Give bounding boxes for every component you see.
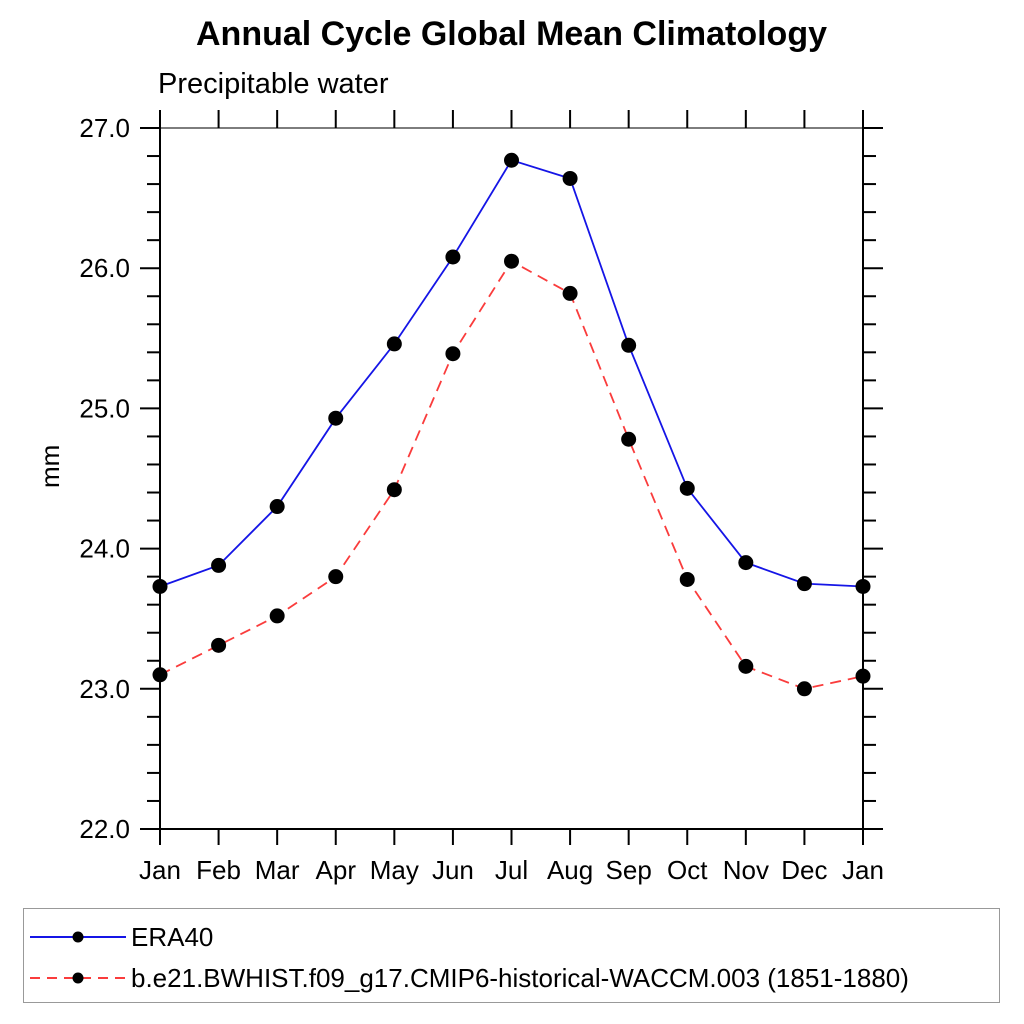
data-point-marker	[269, 499, 285, 515]
data-point-marker	[445, 249, 461, 265]
x-tick-label: Oct	[667, 855, 708, 885]
series-line-1	[159, 260, 864, 690]
y-tick-label: 24.0	[79, 534, 130, 564]
x-tick-label: Mar	[255, 855, 300, 885]
cmip6-line-sample-icon	[30, 972, 126, 984]
x-tick-label: Jan	[842, 855, 884, 885]
data-point-marker	[855, 578, 871, 594]
x-tick-label: Dec	[781, 855, 827, 885]
data-point-marker	[738, 555, 754, 571]
legend-label-era40: ERA40	[131, 922, 214, 952]
data-point-marker	[211, 637, 227, 653]
x-tick-label: Apr	[316, 855, 357, 885]
x-tick-label: Sep	[606, 855, 652, 885]
x-tick-label: Feb	[196, 855, 241, 885]
x-tick-label: Jun	[432, 855, 474, 885]
era40-line-sample-icon	[30, 931, 126, 943]
y-tick-label: 22.0	[79, 814, 130, 844]
y-tick-label: 26.0	[79, 253, 130, 283]
data-point-marker	[445, 346, 461, 362]
data-point-marker	[152, 578, 168, 594]
y-tick-label: 25.0	[79, 393, 130, 423]
data-point-marker	[328, 569, 344, 585]
data-point-marker	[796, 576, 812, 592]
data-point-marker	[211, 557, 227, 573]
data-point-marker	[386, 336, 402, 352]
data-point-marker	[796, 681, 812, 697]
data-point-marker	[562, 285, 578, 301]
data-point-marker	[855, 668, 871, 684]
x-tick-label: Aug	[547, 855, 593, 885]
x-tick-label: Jul	[495, 855, 528, 885]
chart-subtitle: Precipitable water	[158, 68, 389, 100]
data-point-marker	[328, 410, 344, 426]
y-tick-label: 23.0	[79, 674, 130, 704]
data-point-marker	[152, 667, 168, 683]
data-point-marker	[504, 152, 519, 168]
series-line-0	[159, 159, 864, 588]
legend-item-cmip6: b.e21.BWHIST.f09_g17.CMIP6-historical-WA…	[28, 965, 909, 991]
x-tick-label: May	[370, 855, 419, 885]
chart-title: Annual Cycle Global Mean Climatology	[196, 15, 827, 53]
legend-item-era40: ERA40	[28, 924, 213, 950]
legend-label-cmip6: b.e21.BWHIST.f09_g17.CMIP6-historical-WA…	[131, 963, 909, 993]
data-point-marker	[621, 431, 637, 447]
data-point-marker	[386, 482, 402, 498]
data-point-marker	[679, 571, 695, 587]
data-point-marker	[269, 608, 285, 624]
x-tick-label: Jan	[139, 855, 181, 885]
data-point-marker	[621, 337, 637, 353]
data-point-marker	[562, 170, 578, 186]
legend-box: ERA40 b.e21.BWHIST.f09_g17.CMIP6-histori…	[23, 908, 1000, 1003]
data-point-marker	[738, 658, 754, 674]
x-tick-label: Nov	[723, 855, 769, 885]
data-point-marker	[504, 253, 519, 269]
data-point-marker	[679, 480, 695, 496]
y-tick-label: 27.0	[79, 113, 130, 143]
